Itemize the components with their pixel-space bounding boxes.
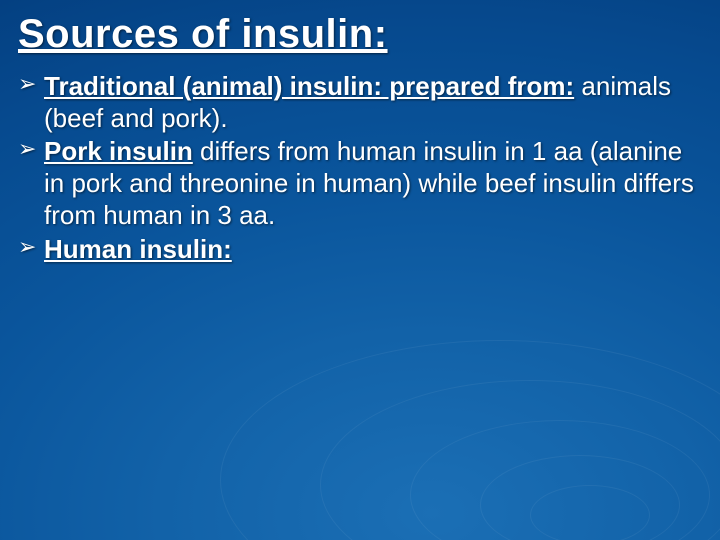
bullet-list: Traditional (animal) insulin: prepared f…: [18, 71, 696, 265]
bullet-item: Human insulin:: [18, 234, 696, 266]
bullet-item: Traditional (animal) insulin: prepared f…: [18, 71, 696, 134]
bullet-lead: Pork insulin: [44, 136, 193, 166]
bullet-lead: Traditional (animal) insulin: prepared f…: [44, 71, 574, 101]
bullet-lead: Human insulin:: [44, 234, 232, 264]
slide-title: Sources of insulin:: [18, 12, 696, 57]
bullet-item: Pork insulin differs from human insulin …: [18, 136, 696, 231]
slide: Sources of insulin: Traditional (animal)…: [0, 0, 720, 540]
